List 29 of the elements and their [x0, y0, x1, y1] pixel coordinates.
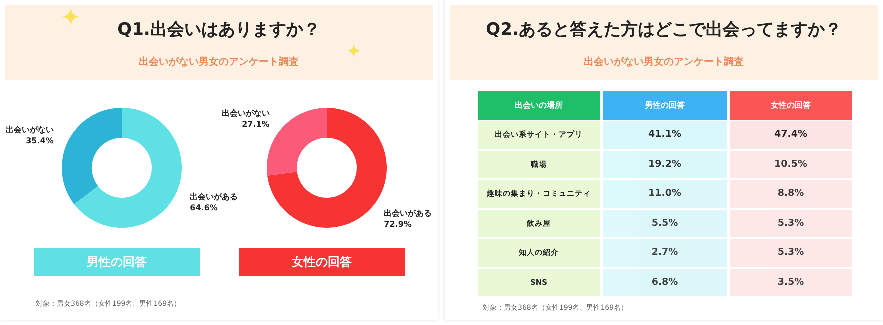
data-label: 2.7%: [603, 239, 727, 266]
donut-slice: [62, 108, 122, 204]
data-label: 8.8%: [730, 180, 852, 208]
data-label: 72.9%: [384, 220, 412, 230]
data-label: 5.3%: [730, 210, 852, 237]
slice-label: 出会いがある: [384, 209, 432, 218]
data-label: 41.1%: [603, 121, 727, 148]
data-label: 11.0%: [603, 180, 727, 208]
text: 女性の回答: [239, 248, 405, 276]
y-axis-title: 出会いの場所: [478, 91, 600, 120]
donut-slice: [74, 108, 182, 228]
data-label: 64.6%: [190, 204, 218, 213]
slice-label: 出会いがない: [222, 108, 270, 118]
data-label: 10.5%: [730, 150, 852, 178]
chart-title: Q1.出会いはありますか？: [116, 19, 322, 41]
data-label: 3.5%: [730, 268, 852, 296]
slice-label: 出会いがない: [6, 125, 54, 134]
data-label: 47.4%: [730, 121, 852, 148]
data-label: 6.8%: [603, 268, 727, 296]
chart-title: Q2.あると答えた方はどこで出会ってますか？: [485, 19, 843, 41]
data-label: 35.4%: [26, 136, 54, 146]
chart-subtitle: 出会いがない男女のアンケート調査: [138, 55, 300, 69]
data-label: 27.1%: [242, 120, 270, 129]
chart-subtitle: 出会いがない男女のアンケート調査: [583, 55, 745, 69]
slice-label: 出会いがある: [190, 192, 238, 202]
data-label: 5.5%: [603, 210, 727, 237]
data-label: 5.3%: [730, 239, 852, 266]
text: 男性の回答: [34, 248, 200, 276]
data-label: 19.2%: [603, 150, 727, 178]
